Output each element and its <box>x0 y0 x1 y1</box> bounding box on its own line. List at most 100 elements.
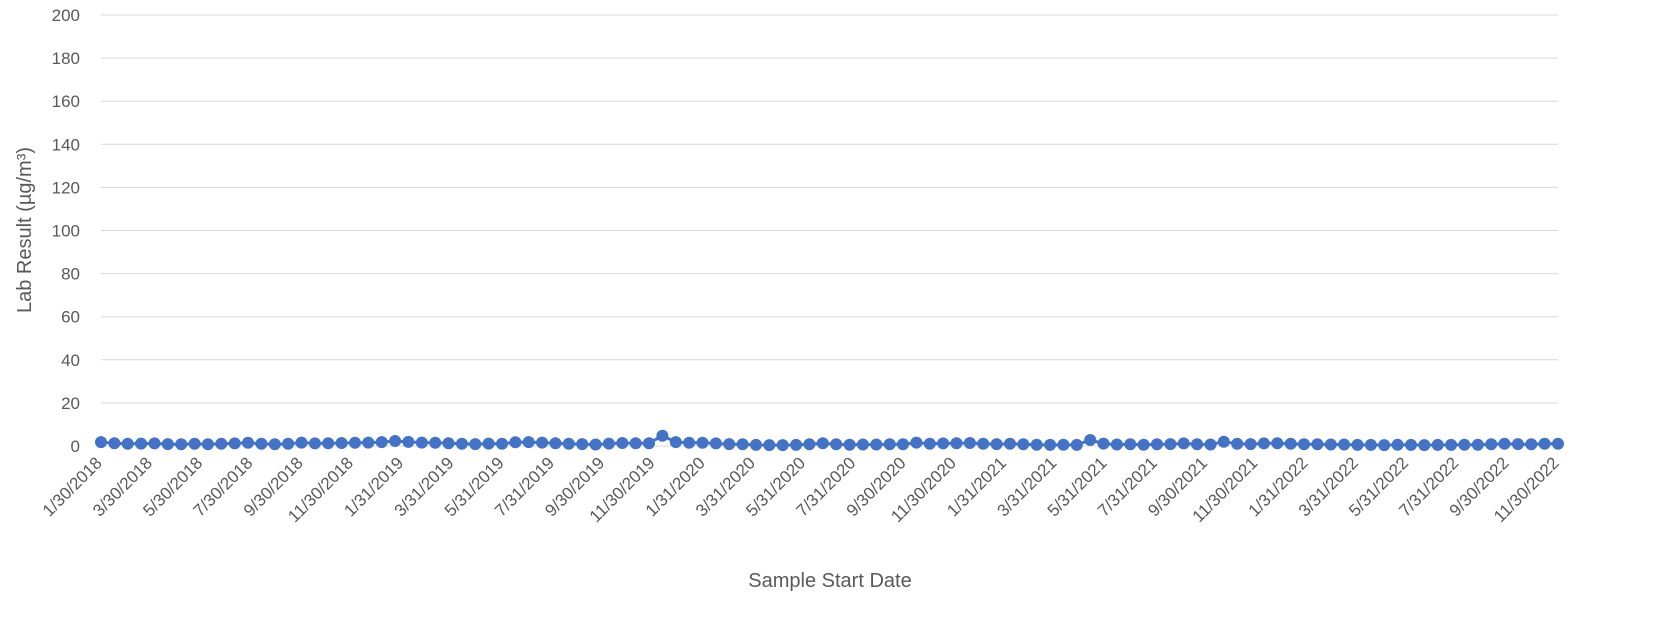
data-point <box>1057 438 1070 451</box>
data-point <box>335 437 348 449</box>
data-point <box>522 436 535 449</box>
data-point <box>990 438 1003 451</box>
data-point <box>1084 434 1097 446</box>
data-point <box>683 436 696 449</box>
data-point <box>709 437 722 450</box>
y-tick-label: 100 <box>52 222 80 241</box>
data-point <box>1378 439 1391 452</box>
data-point <box>322 437 335 450</box>
data-point <box>282 437 295 450</box>
data-point <box>1271 437 1284 450</box>
data-point <box>750 438 762 451</box>
data-point <box>201 438 214 451</box>
data-point <box>1097 437 1110 450</box>
y-axis-ticks: 0 20 40 60 80 100 120 140 160 180 200 <box>52 6 80 456</box>
data-point <box>1418 439 1431 452</box>
data-point <box>1324 438 1337 451</box>
y-tick-label: 60 <box>61 308 80 327</box>
data-point <box>602 437 615 450</box>
data-point <box>1485 438 1498 451</box>
y-tick-label: 120 <box>52 178 80 197</box>
data-point <box>1445 438 1458 451</box>
data-point <box>1110 438 1123 451</box>
data-point <box>389 435 402 447</box>
data-point <box>856 438 869 451</box>
data-point <box>1044 438 1057 451</box>
data-point <box>950 437 963 450</box>
data-point <box>1284 437 1297 450</box>
data-point <box>509 436 522 449</box>
data-point <box>455 437 468 450</box>
data-point <box>469 438 482 451</box>
data-point <box>803 438 816 451</box>
data-point <box>1431 438 1444 451</box>
data-point <box>1351 438 1364 451</box>
data-point <box>121 437 134 450</box>
data-point <box>375 436 388 449</box>
data-point <box>1164 438 1177 451</box>
data-point <box>175 438 188 451</box>
y-tick-label: 160 <box>52 92 80 111</box>
data-point <box>1191 438 1204 451</box>
data-point <box>923 437 936 450</box>
data-point <box>629 437 642 450</box>
data-point <box>870 438 883 451</box>
data-point <box>1471 438 1484 451</box>
y-tick-label: 200 <box>52 6 80 25</box>
series-layer <box>95 429 1564 452</box>
data-point <box>1217 435 1230 448</box>
data-point <box>937 437 950 450</box>
y-axis-title: Lab Result (µg/m³) <box>14 147 36 313</box>
data-point <box>1311 438 1324 451</box>
data-point <box>255 437 268 450</box>
data-point <box>1257 437 1270 450</box>
data-point <box>442 437 455 450</box>
data-point <box>148 437 161 450</box>
data-point <box>830 438 843 451</box>
data-point <box>188 437 201 450</box>
data-point <box>308 437 321 450</box>
data-point <box>816 437 829 450</box>
data-point <box>897 438 909 451</box>
y-tick-label: 180 <box>52 49 80 68</box>
data-point <box>1405 438 1417 451</box>
data-point <box>349 436 361 449</box>
data-point <box>482 437 495 450</box>
data-point <box>843 438 856 451</box>
data-point <box>696 436 709 449</box>
data-point <box>402 435 415 448</box>
data-point <box>135 437 148 450</box>
data-point <box>108 437 121 450</box>
data-point <box>1030 438 1043 451</box>
data-point <box>576 438 589 451</box>
data-point <box>1244 438 1257 451</box>
x-axis-title: Sample Start Date <box>748 570 911 592</box>
gridlines <box>101 14 1558 447</box>
data-point <box>1552 437 1564 450</box>
y-tick-label: 0 <box>71 437 80 456</box>
data-point <box>763 439 776 452</box>
data-point <box>1511 438 1524 451</box>
data-point <box>1004 437 1016 450</box>
data-point <box>1231 437 1244 450</box>
data-point <box>295 436 308 449</box>
data-point <box>589 438 602 451</box>
data-point <box>963 437 976 449</box>
y-tick-label: 20 <box>61 394 80 413</box>
data-point <box>1124 438 1137 451</box>
y-tick-label: 140 <box>52 135 80 154</box>
data-point <box>1017 438 1030 451</box>
data-point <box>1391 438 1404 451</box>
data-point <box>1177 437 1190 450</box>
data-point <box>362 436 375 449</box>
data-point <box>496 437 508 450</box>
data-point <box>616 437 629 449</box>
data-point <box>1538 437 1551 450</box>
data-point <box>562 437 575 450</box>
data-point <box>161 438 174 451</box>
data-point <box>268 438 281 451</box>
data-point <box>1338 438 1351 451</box>
data-point <box>1364 438 1377 451</box>
data-point <box>228 437 241 450</box>
